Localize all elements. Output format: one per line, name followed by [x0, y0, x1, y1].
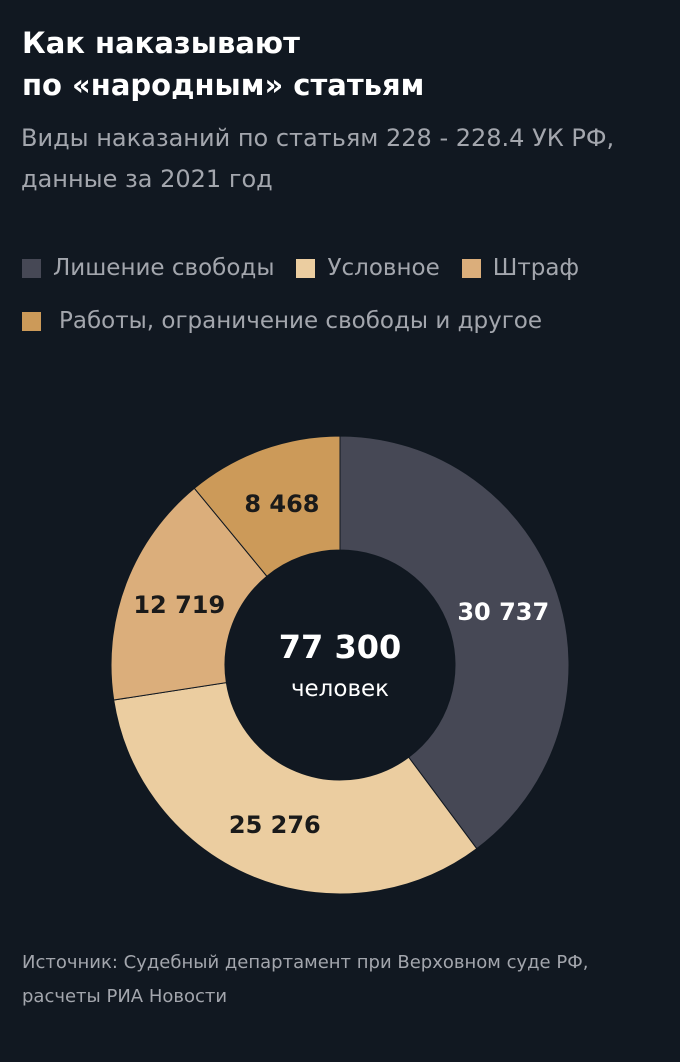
donut-value-label-suspended: 25 276	[229, 811, 321, 839]
chart-legend: Лишение свободы Условное Штраф Работы, о…	[22, 247, 672, 353]
legend-item-other: Работы, ограничение свободы и другое	[22, 308, 542, 334]
donut-value-label-other: 8 468	[244, 490, 319, 518]
legend-item-suspended: Условное	[296, 255, 440, 281]
center-unit-label: человек	[291, 676, 389, 702]
donut-chart: 30 737 25 276 12 719 8 468 77 300 человек	[110, 435, 570, 895]
legend-item-fine: Штраф	[461, 255, 580, 281]
source-line-2: расчеты РИА Новости	[22, 986, 228, 1007]
legend-label-prison: Лишение свободы	[53, 255, 275, 281]
legend-label-other: Работы, ограничение свободы и другое	[59, 308, 542, 334]
donut-segment-fine	[110, 487, 268, 701]
legend-swatch-suspended	[296, 258, 316, 278]
donut-value-label-prison: 30 737	[457, 598, 549, 626]
center-total-value: 77 300	[279, 628, 401, 666]
donut-segment-suspended	[113, 682, 478, 895]
chart-title-line-1: Как наказывают	[22, 26, 300, 60]
legend-item-prison: Лишение свободы	[22, 255, 274, 281]
source-note: Источник: Судебный департамент при Верхо…	[22, 946, 672, 1014]
donut-value-label-fine: 12 719	[133, 591, 225, 619]
chart-title: Как наказывают по «народным» статьям	[22, 22, 424, 106]
legend-label-fine: Штраф	[492, 255, 580, 281]
legend-row: Работы, ограничение свободы и другое	[22, 300, 672, 342]
source-line-1: Источник: Судебный департамент при Верхо…	[22, 952, 589, 973]
donut-value-labels: 30 737 25 276 12 719 8 468	[133, 490, 549, 839]
chart-subtitle-line-2: данные за 2021 год	[21, 165, 273, 193]
chart-subtitle-line-1: Виды наказаний по статьям 228 - 228.4 УК…	[21, 124, 615, 152]
legend-label-suspended: Условное	[327, 255, 440, 281]
chart-subtitle: Виды наказаний по статьям 228 - 228.4 УК…	[21, 118, 676, 200]
legend-swatch-other	[22, 311, 41, 331]
legend-swatch-prison	[22, 258, 41, 278]
legend-row: Лишение свободы Условное Штраф	[22, 247, 672, 289]
donut-segment-other	[193, 435, 341, 577]
donut-segments	[110, 435, 570, 895]
donut-segment-prison	[339, 435, 570, 850]
legend-swatch-fine	[461, 258, 481, 278]
chart-title-line-2: по «народным» статьям	[22, 68, 425, 102]
